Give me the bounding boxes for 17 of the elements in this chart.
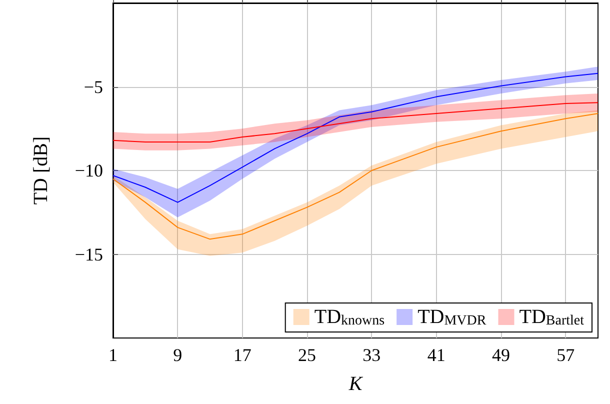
x-tick-label: 33 — [362, 345, 381, 365]
x-tick-label: 1 — [108, 345, 118, 365]
y-axis-title: TD [dB] — [30, 136, 52, 205]
x-tick-label: 25 — [298, 345, 316, 365]
x-tick-label: 9 — [173, 345, 182, 365]
x-tick-label: 17 — [233, 345, 252, 365]
y-tick-label: −10 — [74, 160, 103, 180]
line-series — [112, 102, 598, 143]
legend-label: TDBartlet — [519, 306, 584, 328]
x-tick-label: 49 — [492, 345, 510, 365]
y-tick-label: −5 — [84, 76, 103, 97]
x-tick-label: 57 — [556, 345, 575, 365]
x-tick-label: 41 — [427, 345, 446, 365]
y-tick-label: −15 — [74, 244, 103, 264]
x-axis-title: K — [348, 373, 364, 395]
legend-label: TDMVDR — [418, 306, 487, 328]
legend-label: TDknowns — [314, 306, 385, 328]
